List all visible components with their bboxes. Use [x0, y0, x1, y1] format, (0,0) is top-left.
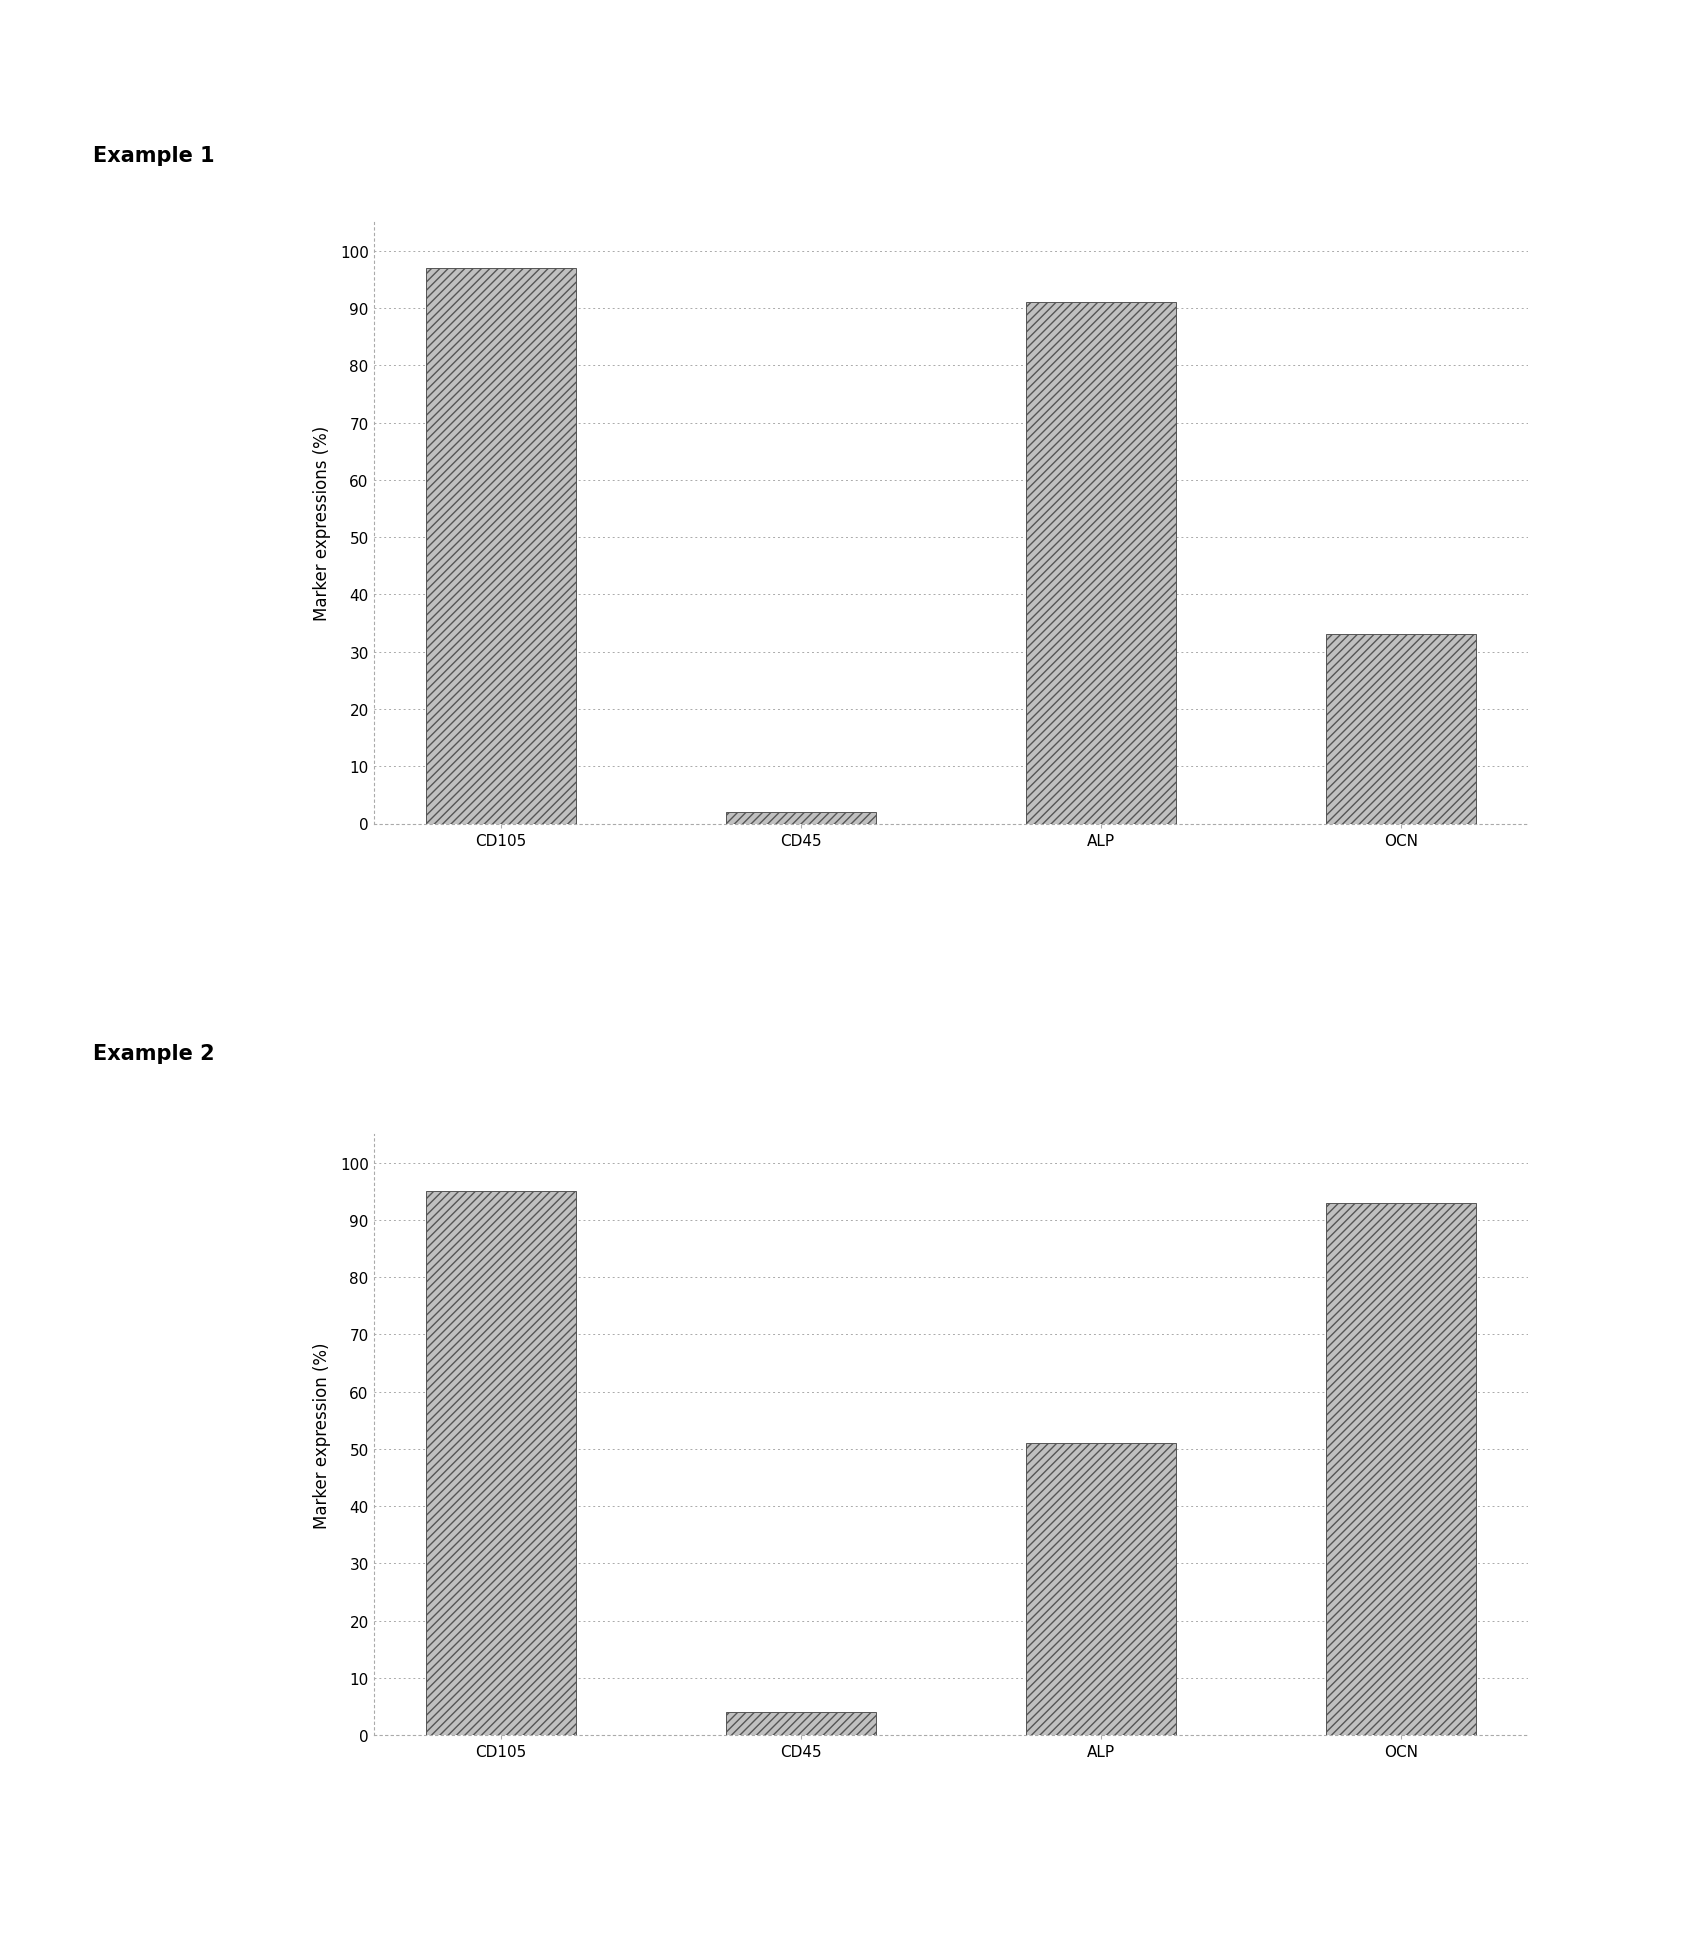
- Y-axis label: Marker expression (%): Marker expression (%): [314, 1342, 331, 1528]
- Bar: [426, 1192, 576, 1735]
- Bar: [727, 1712, 876, 1735]
- Bar: [426, 270, 576, 824]
- Text: Example 2: Example 2: [93, 1043, 216, 1063]
- Bar: [727, 812, 876, 824]
- Bar: [1326, 1202, 1476, 1735]
- Y-axis label: Marker expressions (%): Marker expressions (%): [314, 427, 331, 620]
- Text: Example 1: Example 1: [93, 145, 216, 165]
- Bar: [1326, 636, 1476, 824]
- Bar: [1026, 1443, 1175, 1735]
- Bar: [1026, 302, 1175, 824]
